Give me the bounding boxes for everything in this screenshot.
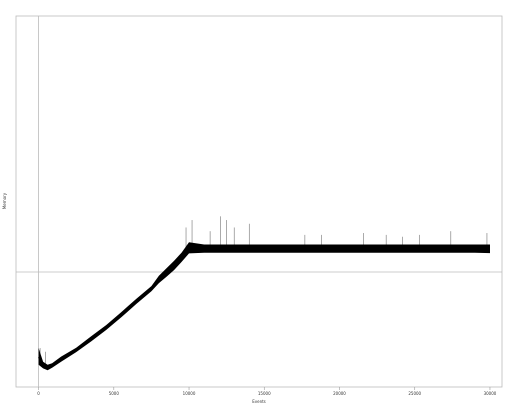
series-line xyxy=(38,248,491,370)
x-tick-label: 5000 xyxy=(109,391,120,396)
x-tick-label: 15000 xyxy=(258,391,271,396)
series-band xyxy=(38,242,490,371)
y-axis-title: Memory xyxy=(2,192,7,209)
plot-border xyxy=(15,15,503,388)
x-axis-ticks: 0 5000 10000 15000 20000 25000 30000 xyxy=(37,387,497,396)
x-tick-label: 30000 xyxy=(484,391,497,396)
series-spikes xyxy=(39,216,488,368)
x-tick-label: 10000 xyxy=(183,391,196,396)
x-axis-title: Events xyxy=(252,399,266,404)
x-tick-label: 20000 xyxy=(333,391,346,396)
x-tick-label: 0 xyxy=(37,391,40,396)
x-tick-label: 25000 xyxy=(408,391,421,396)
